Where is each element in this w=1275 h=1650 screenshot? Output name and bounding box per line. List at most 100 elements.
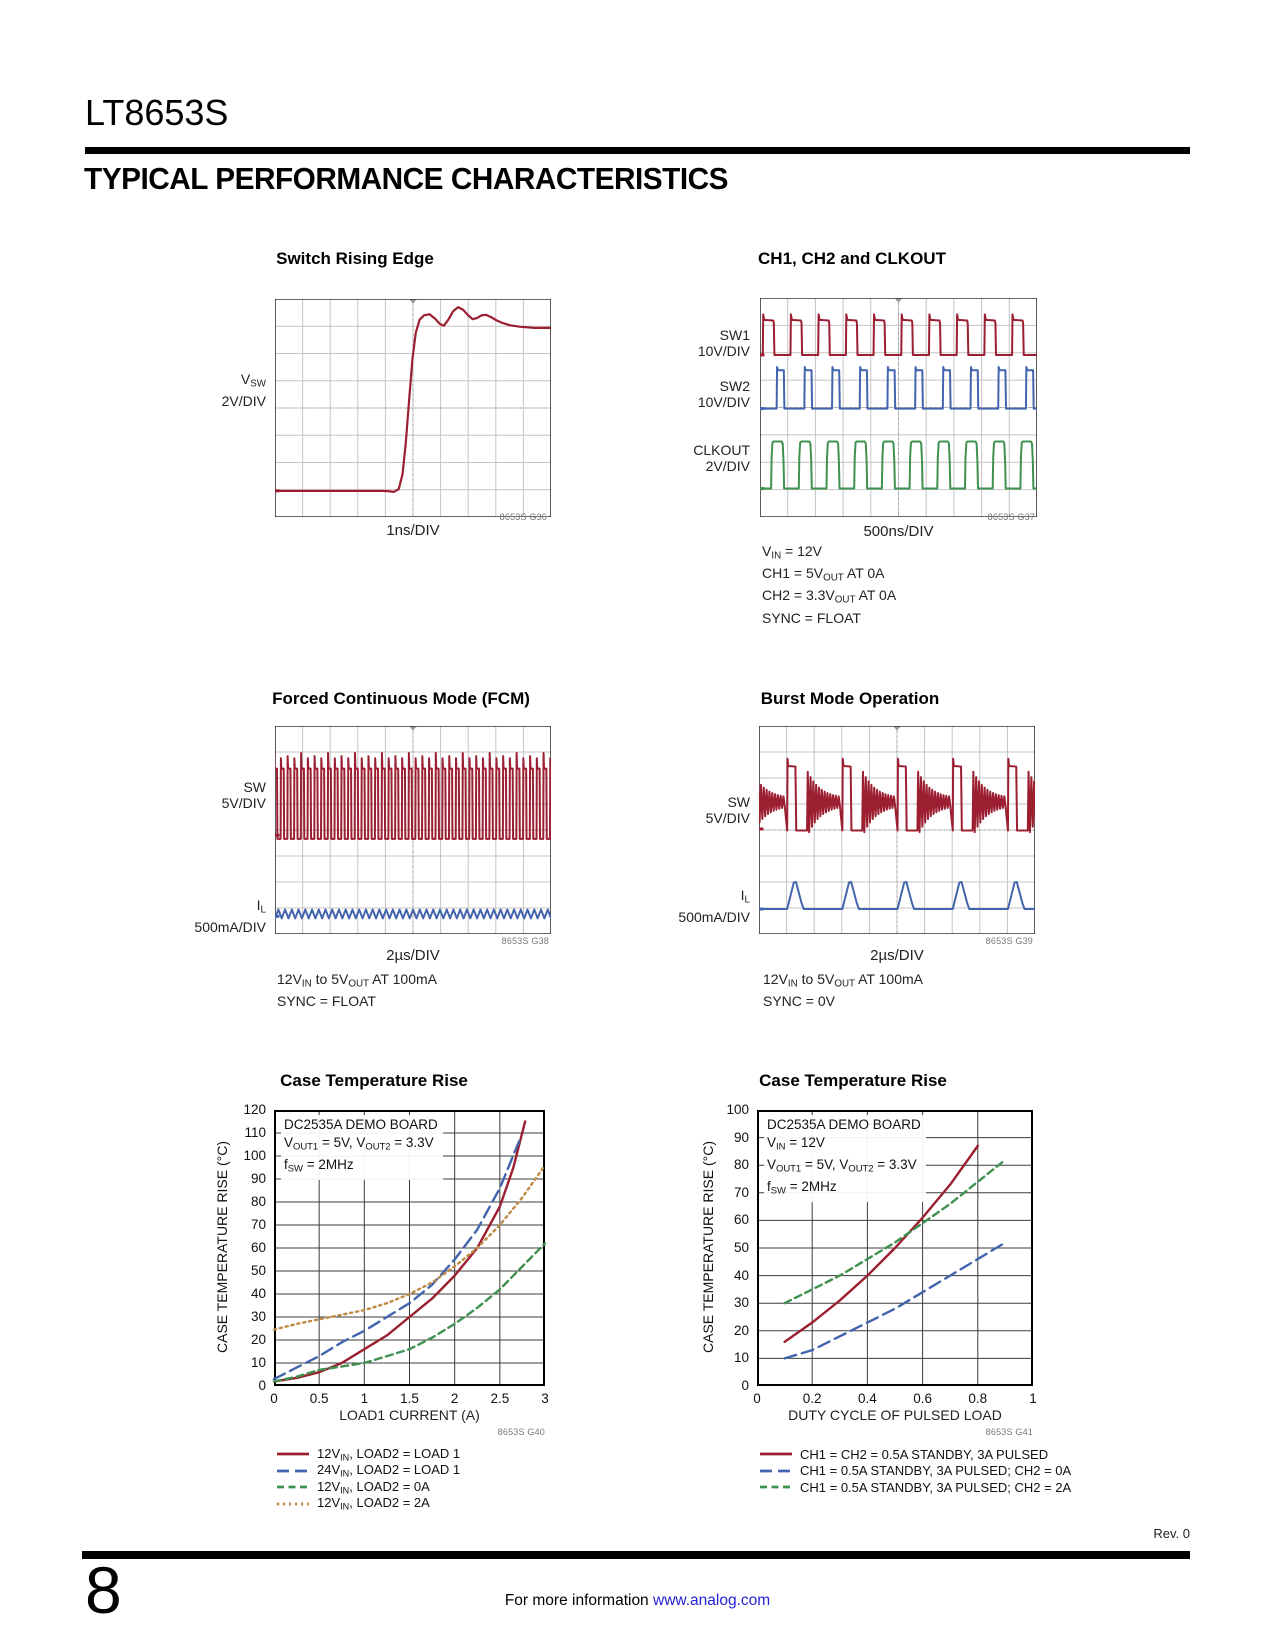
x-tick-label: 1	[360, 1391, 369, 1406]
graph-id: 8653S G36	[499, 512, 547, 522]
revision-label: Rev. 0	[1153, 1526, 1190, 1541]
y-tick-label: 60	[250, 1240, 266, 1255]
y-tick-label: 60	[733, 1212, 749, 1228]
time-scale-label: 2µs/DIV	[386, 947, 440, 964]
legend-item: CH1 = 0.5A STANDBY, 3A PULSED; CH2 = 0A	[759, 1463, 1071, 1480]
y-tick-label: 0	[258, 1378, 266, 1393]
y-tick-label: 70	[733, 1184, 749, 1200]
oscilloscope-plot	[760, 298, 1037, 517]
y-tick-label: 120	[243, 1102, 266, 1117]
legend-item: CH1 = 0.5A STANDBY, 3A PULSED; CH2 = 2A	[759, 1479, 1071, 1496]
time-scale-label: 1ns/DIV	[386, 522, 440, 539]
test-conditions: VIN = 12V CH1 = 5VOUT AT 0A CH2 = 3.3VOU…	[762, 543, 897, 626]
chart-conditions: DC2535A DEMO BOARD VOUT1 = 5V, VOUT2 = 3.…	[281, 1115, 443, 1180]
footer-rule	[82, 1551, 1190, 1559]
x-axis-label: DUTY CYCLE OF PULSED LOAD	[788, 1407, 1002, 1423]
oscilloscope-plot	[759, 726, 1035, 934]
x-tick-label: 2	[450, 1391, 459, 1406]
y-tick-label: 20	[733, 1322, 749, 1338]
channel-label: SW2 10V/DIV	[697, 378, 750, 410]
channel-label: SW 5V/DIV	[221, 779, 266, 811]
y-tick-label: 30	[733, 1295, 749, 1311]
legend-item: CH1 = CH2 = 0.5A STANDBY, 3A PULSED	[759, 1446, 1071, 1463]
y-tick-label: 80	[733, 1157, 749, 1173]
y-tick-label: 50	[733, 1240, 749, 1255]
y-tick-label: 70	[250, 1217, 266, 1232]
y-tick-label: 90	[250, 1171, 266, 1186]
chart-legend: CH1 = CH2 = 0.5A STANDBY, 3A PULSED CH1 =…	[759, 1446, 1071, 1496]
time-scale-label: 2µs/DIV	[870, 947, 924, 964]
y-tick-label: 90	[733, 1129, 749, 1145]
y-tick-label: 110	[244, 1125, 266, 1140]
graph-id: 8653S G38	[501, 936, 549, 946]
part-number: LT8653S	[85, 92, 229, 133]
test-conditions: 12VIN to 5VOUT AT 100mA SYNC = 0V	[763, 971, 923, 1010]
y-tick-label: 10	[733, 1350, 749, 1366]
header-rule	[85, 147, 1190, 154]
y-tick-label: 50	[250, 1263, 266, 1278]
graph-id: 8653S G40	[497, 1427, 545, 1437]
channel-label: SW 5V/DIV	[705, 794, 750, 826]
test-conditions: 12VIN to 5VOUT AT 100mA SYNC = FLOAT	[277, 971, 437, 1010]
y-tick-label: 40	[250, 1286, 266, 1301]
footer-info: For more information www.analog.com	[0, 1592, 1275, 1610]
channel-label: SW1 10V/DIV	[697, 327, 750, 359]
graph-id: 8653S G39	[985, 936, 1033, 946]
legend-item: 12VIN, LOAD2 = 0A	[276, 1479, 460, 1496]
y-tick-label: 100	[243, 1148, 266, 1163]
footer-text: For more information	[504, 1592, 649, 1609]
chart-legend: 12VIN, LOAD2 = LOAD 1 24VIN, LOAD2 = LOAD…	[276, 1446, 460, 1512]
chart-conditions: DC2535A DEMO BOARD VIN = 12V VOUT1 = 5V, V…	[764, 1115, 926, 1202]
channel-label: IL 500mA/DIV	[678, 887, 750, 925]
y-tick-label: 0	[741, 1378, 749, 1393]
y-tick-label: 40	[733, 1267, 749, 1283]
x-tick-label: 0.5	[309, 1391, 329, 1406]
y-tick-label: 80	[250, 1194, 266, 1209]
graph-id: 8653S G41	[985, 1427, 1033, 1437]
line-chart: 0 0.2 0.4 0.6 0.8 1 0 10 20 30 40 50 60 70 80 90 100 DC25…	[726, 1102, 1036, 1406]
legend-label: 12VIN, LOAD2 = LOAD 1	[317, 1445, 461, 1463]
section-title: TYPICAL PERFORMANCE CHARACTERISTICS	[84, 161, 729, 196]
line-chart: 0 0.5 1 1.5 2 2.5 3 0 10 20 30 40 50 60 70 80 90 100 110 12…	[243, 1102, 548, 1406]
x-tick-label: 0.4	[858, 1391, 877, 1406]
y-tick-label: 100	[726, 1102, 749, 1117]
legend-label: CH1 = CH2 = 0.5A STANDBY, 3A PULSED	[800, 1446, 1049, 1462]
time-scale-label: 500ns/DIV	[863, 523, 934, 540]
x-tick-label: 1	[1029, 1391, 1037, 1406]
figure-title: CH1, CH2 and CLKOUT	[758, 249, 946, 268]
legend-label: 12VIN, LOAD2 = 2A	[317, 1495, 430, 1513]
figure-title: Switch Rising Edge	[276, 249, 434, 268]
oscilloscope-plot	[275, 299, 551, 517]
y-tick-label: 30	[250, 1309, 266, 1324]
x-tick-label: 1.5	[400, 1391, 419, 1406]
channel-label: CLKOUT 2V/DIV	[693, 442, 750, 474]
figure-title: Forced Continuous Mode (FCM)	[272, 689, 530, 708]
legend-label: CH1 = 0.5A STANDBY, 3A PULSED; CH2 = 0A	[800, 1463, 1072, 1479]
x-tick-label: 0	[753, 1391, 761, 1406]
analog-website-link[interactable]: www.analog.com	[653, 1592, 771, 1609]
y-tick-label: 20	[250, 1332, 266, 1347]
x-tick-label: 3	[541, 1391, 549, 1406]
y-tick-label: 10	[250, 1355, 266, 1370]
x-tick-label: 0	[270, 1391, 278, 1406]
legend-label: 12VIN, LOAD2 = 0A	[317, 1478, 430, 1496]
figure-title: Burst Mode Operation	[760, 689, 940, 708]
x-axis-label: LOAD1 CURRENT (A)	[339, 1407, 480, 1423]
channel-label: VSW 2V/DIV	[221, 371, 266, 409]
chart-title: Case Temperature Rise	[759, 1071, 947, 1090]
x-tick-label: 0.8	[968, 1391, 988, 1406]
x-tick-label: 0.6	[913, 1391, 932, 1406]
graph-id: 8653S G37	[987, 512, 1035, 522]
legend-label: 24VIN, LOAD2 = LOAD 1	[317, 1462, 461, 1480]
page-number: 8	[85, 1553, 122, 1627]
x-tick-label: 2.5	[490, 1391, 510, 1406]
legend-item: 24VIN, LOAD2 = LOAD 1	[276, 1462, 461, 1480]
legend-label: CH1 = 0.5A STANDBY, 3A PULSED; CH2 = 2A	[800, 1479, 1072, 1495]
legend-item: 12VIN, LOAD2 = LOAD 1	[276, 1446, 460, 1463]
legend-item: 12VIN, LOAD2 = 2A	[276, 1495, 460, 1513]
channel-label: IL 500mA/DIV	[194, 897, 266, 935]
chart-title: Case Temperature Rise	[280, 1071, 468, 1090]
x-tick-label: 0.2	[802, 1391, 822, 1406]
oscilloscope-plot	[275, 726, 551, 934]
